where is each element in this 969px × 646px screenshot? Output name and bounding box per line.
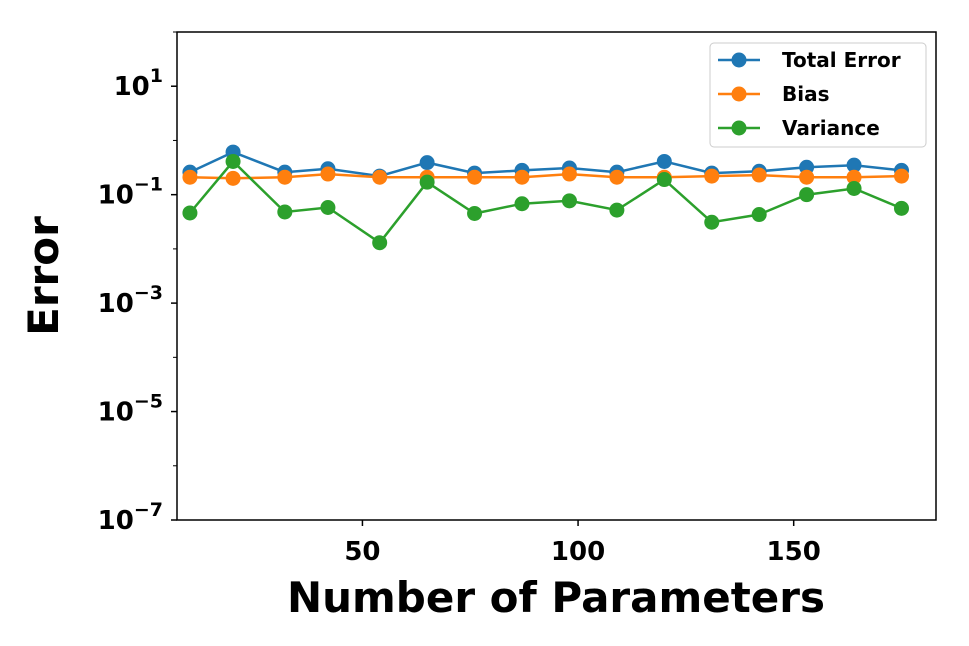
series-point: [656, 153, 672, 169]
series-point: [751, 167, 767, 183]
y-tick-label: 10−1: [98, 174, 163, 211]
series-point: [704, 168, 720, 184]
series-point: [894, 200, 909, 216]
legend-label: Total Error: [782, 48, 901, 72]
legend-label: Bias: [782, 82, 830, 106]
series-point: [609, 202, 625, 218]
series-point: [894, 168, 909, 184]
series-point: [372, 169, 388, 185]
x-tick-label: 150: [767, 537, 821, 567]
y-tick-label: 10−7: [98, 499, 163, 536]
x-tick-label: 50: [344, 537, 380, 567]
series-point: [799, 169, 815, 185]
series-line: [189, 150, 902, 178]
series-point: [514, 196, 530, 212]
plot-frame: [176, 31, 937, 521]
x-tick-label: 100: [551, 537, 605, 567]
series-point: [846, 180, 862, 196]
legend-box: [709, 42, 927, 148]
series-point: [467, 205, 483, 221]
series-point: [372, 235, 388, 251]
series-point: [419, 174, 435, 190]
series-point: [846, 157, 862, 173]
series-point: [799, 187, 815, 203]
legend-swatch-marker: [731, 86, 747, 102]
series-line: [189, 172, 902, 180]
y-tick-label: 10−3: [98, 282, 163, 319]
series-point: [514, 169, 530, 185]
series-point: [846, 169, 862, 185]
legend: Total Error Bias Variance: [709, 42, 927, 148]
series-point: [182, 169, 198, 185]
series-point: [225, 153, 241, 169]
series-point: [320, 199, 336, 215]
legend-label: Variance: [782, 116, 880, 140]
series-point: [182, 205, 198, 221]
series-point: [225, 170, 241, 186]
legend-swatch-marker: [731, 52, 747, 68]
series-point: [704, 214, 720, 230]
series-line: [188, 159, 902, 245]
series-point: [320, 166, 336, 182]
y-tick-label: 101: [114, 65, 163, 102]
series-point: [419, 155, 435, 171]
y-axis: 101 10−1 10−3 10−5 10−7: [98, 31, 177, 536]
series-point: [561, 193, 577, 209]
series-point: [561, 166, 577, 182]
y-tick-label: 10−5: [98, 391, 163, 428]
series-point: [277, 204, 293, 220]
series-point: [751, 207, 767, 223]
series-point: [277, 169, 293, 185]
gridless-plot-layer: [182, 144, 909, 251]
y-axis-title: Error: [19, 216, 68, 336]
legend-swatch-marker: [731, 120, 747, 136]
series-point: [467, 169, 483, 185]
series-point: [656, 172, 672, 188]
x-axis: 50 100 150: [344, 520, 821, 567]
series-point: [609, 169, 625, 185]
x-axis-title: Number of Parameters: [287, 573, 825, 622]
